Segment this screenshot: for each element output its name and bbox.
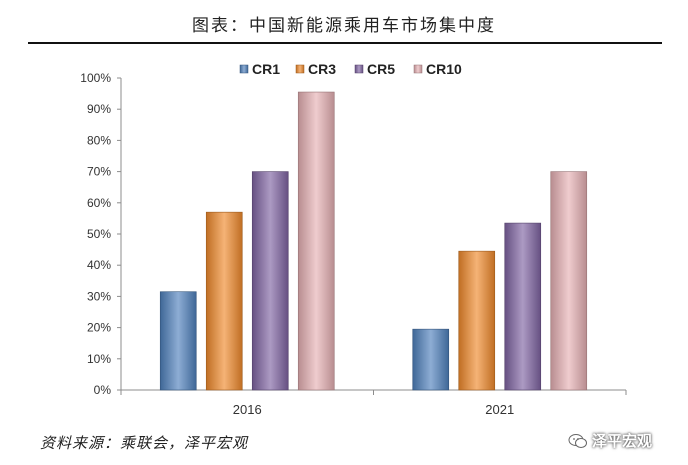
axes: 0% 10% 20% 30% 40% 50% 60% 70% 80% 90% 100% 2016 202… <box>80 71 627 417</box>
x-tick-label: 2016 <box>233 402 262 417</box>
wechat-icon <box>568 433 587 448</box>
y-tick-label: 100% <box>80 71 111 85</box>
y-tick-label: 80% <box>87 133 111 147</box>
legend-swatch-cr3 <box>295 64 305 74</box>
bars <box>159 91 588 391</box>
y-tick-label: 40% <box>87 258 111 272</box>
bar-cr3-2016 <box>205 211 243 391</box>
legend-label-cr3: CR3 <box>308 61 336 77</box>
chart-title: 图表：中国新能源乘用车市场集中度 <box>192 16 496 36</box>
y-tick-label: 70% <box>87 165 111 179</box>
bar-cr10-2021 <box>550 171 588 391</box>
y-tick-label: 90% <box>87 102 111 116</box>
legend-swatch-cr1 <box>239 64 249 74</box>
bar-cr1-2016 <box>159 291 197 391</box>
y-tick-label: 20% <box>87 321 111 335</box>
watermark-text: 泽平宏观 <box>592 432 653 450</box>
title-rule <box>28 42 662 44</box>
legend-swatch-cr10 <box>413 64 423 74</box>
bar-cr5-2016 <box>251 171 289 391</box>
watermark: 泽平宏观 <box>568 430 652 451</box>
x-tick-label: 2021 <box>485 402 514 417</box>
y-tick-label: 10% <box>87 352 111 366</box>
legend: CR1 CR3 CR5 CR10 <box>239 61 462 77</box>
legend-label-cr1: CR1 <box>252 61 280 77</box>
bar-cr10-2016 <box>297 91 335 391</box>
bar-cr3-2021 <box>458 250 496 391</box>
legend-label-cr5: CR5 <box>367 61 395 77</box>
source-note: 资料来源：乘联会，泽平宏观 <box>40 434 249 452</box>
bar-cr1-2021 <box>412 328 450 391</box>
legend-swatch-cr5 <box>354 64 364 74</box>
y-tick-label: 60% <box>87 196 111 210</box>
y-tick-label: 30% <box>87 289 111 303</box>
y-tick-label: 50% <box>87 227 111 241</box>
bar-cr5-2021 <box>504 222 542 391</box>
legend-label-cr10: CR10 <box>426 61 462 77</box>
y-tick-label: 0% <box>94 383 112 397</box>
bar-chart: CR1 CR3 CR5 CR10 0% 10% 20% 30% 40% 50% 60% 70% 80%… <box>80 61 627 417</box>
